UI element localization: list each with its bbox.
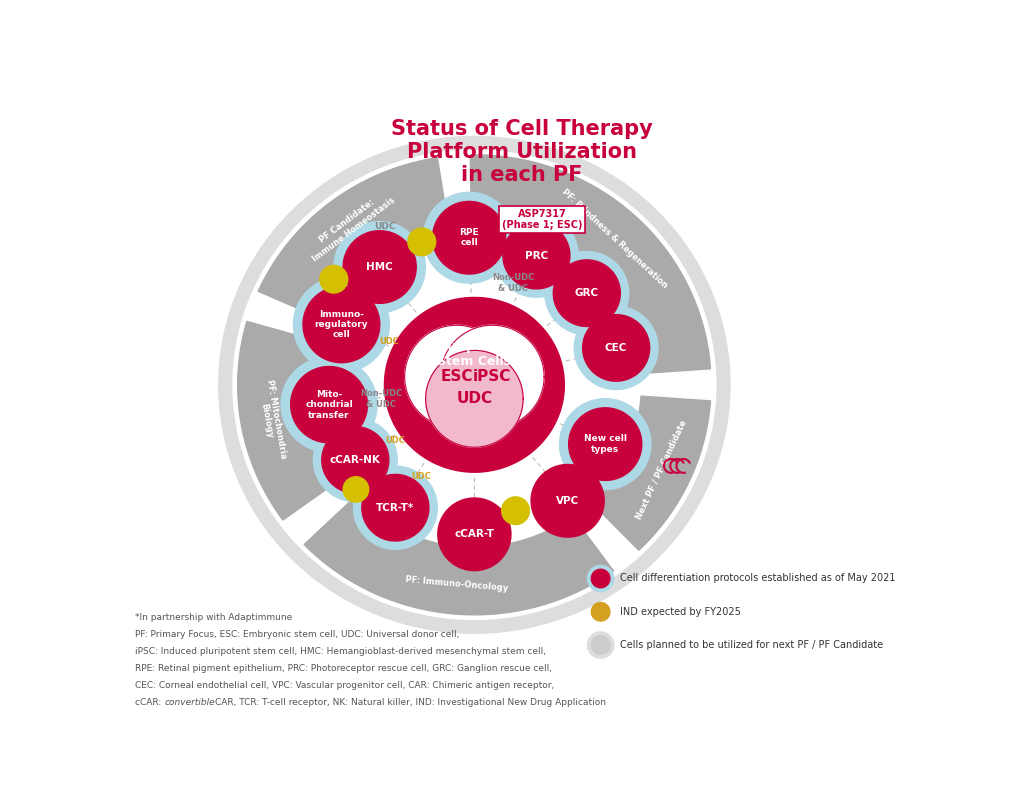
Text: RPE: Retinal pigment epithelium, PRC: Photoreceptor rescue cell, GRC: Ganglion r: RPE: Retinal pigment epithelium, PRC: Ph… bbox=[135, 664, 552, 673]
Text: TCR-T*: TCR-T* bbox=[377, 503, 414, 512]
Polygon shape bbox=[423, 193, 515, 283]
Text: Cells planned to be utilized for next PF / PF Candidate: Cells planned to be utilized for next PF… bbox=[620, 640, 884, 650]
Polygon shape bbox=[545, 252, 629, 335]
Polygon shape bbox=[554, 260, 620, 326]
Polygon shape bbox=[405, 325, 508, 428]
Text: Cell differentiation protocols established as of May 2021: Cell differentiation protocols establish… bbox=[620, 574, 896, 583]
Polygon shape bbox=[385, 297, 564, 472]
Text: HMC: HMC bbox=[366, 262, 393, 272]
Text: PF Candidate:
Immune Homeostasis: PF Candidate: Immune Homeostasis bbox=[304, 187, 397, 263]
Polygon shape bbox=[303, 286, 380, 362]
Text: Next PF / PF Candidate: Next PF / PF Candidate bbox=[634, 418, 688, 520]
Polygon shape bbox=[361, 475, 429, 541]
Text: PRC: PRC bbox=[525, 251, 548, 261]
Polygon shape bbox=[560, 399, 651, 490]
Text: iPSC: iPSC bbox=[473, 369, 511, 384]
Text: UDC: UDC bbox=[411, 472, 431, 481]
Polygon shape bbox=[233, 150, 716, 619]
Text: *In partnership with Adaptimmune: *In partnership with Adaptimmune bbox=[135, 613, 292, 623]
Text: Non-UDC
& UDC: Non-UDC & UDC bbox=[359, 389, 402, 409]
Text: cCAR:: cCAR: bbox=[135, 698, 164, 707]
Polygon shape bbox=[314, 418, 397, 501]
Polygon shape bbox=[582, 314, 649, 381]
Text: Non-UDC
& UDC: Non-UDC & UDC bbox=[492, 274, 534, 293]
Polygon shape bbox=[441, 325, 544, 428]
Polygon shape bbox=[587, 565, 614, 592]
Polygon shape bbox=[531, 465, 605, 537]
Text: UDC: UDC bbox=[375, 222, 396, 231]
Polygon shape bbox=[334, 222, 426, 312]
Text: cCAR-T: cCAR-T bbox=[454, 529, 495, 539]
Text: IND expected by FY2025: IND expected by FY2025 bbox=[620, 607, 741, 617]
Text: PF: Blindness & Regeneration: PF: Blindness & Regeneration bbox=[560, 187, 670, 290]
Polygon shape bbox=[502, 497, 529, 524]
Polygon shape bbox=[589, 396, 711, 550]
Text: GRC: GRC bbox=[575, 288, 599, 298]
Text: PF: Immuno-Oncology: PF: Immuno-Oncology bbox=[405, 575, 508, 593]
Polygon shape bbox=[591, 569, 610, 588]
Polygon shape bbox=[591, 636, 610, 654]
Text: PF: Mitochondria
Biology: PF: Mitochondria Biology bbox=[256, 378, 288, 461]
Text: ESC: ESC bbox=[440, 369, 472, 384]
Polygon shape bbox=[343, 231, 416, 303]
Polygon shape bbox=[281, 357, 377, 452]
Text: VPC: VPC bbox=[556, 496, 579, 506]
Text: CEC: CEC bbox=[605, 343, 627, 353]
Polygon shape bbox=[308, 224, 640, 545]
Polygon shape bbox=[569, 408, 641, 480]
Polygon shape bbox=[322, 427, 389, 494]
Polygon shape bbox=[587, 632, 614, 658]
Text: ASP7317
(Phase 1; ESC): ASP7317 (Phase 1; ESC) bbox=[502, 209, 582, 230]
Polygon shape bbox=[238, 321, 340, 520]
Text: Mito-
chondrial
transfer: Mito- chondrial transfer bbox=[305, 390, 353, 420]
Polygon shape bbox=[353, 466, 438, 549]
Text: UDC: UDC bbox=[386, 435, 405, 445]
Polygon shape bbox=[259, 158, 449, 319]
Polygon shape bbox=[503, 222, 570, 289]
Text: PF: Primary Focus, ESC: Embryonic stem cell, UDC: Universal donor cell,: PF: Primary Focus, ESC: Embryonic stem c… bbox=[135, 630, 459, 639]
Text: CAR, TCR: T-cell receptor, NK: Natural killer, IND: Investigational New Drug App: CAR, TCR: T-cell receptor, NK: Natural k… bbox=[215, 698, 606, 707]
Polygon shape bbox=[408, 228, 436, 255]
Text: RPE
cell: RPE cell bbox=[459, 228, 478, 248]
Polygon shape bbox=[304, 497, 614, 615]
Polygon shape bbox=[574, 307, 658, 390]
Text: cCAR-NK: cCAR-NK bbox=[330, 455, 381, 465]
Polygon shape bbox=[320, 266, 348, 293]
Text: New cell
types: New cell types bbox=[583, 435, 627, 454]
Polygon shape bbox=[470, 155, 711, 373]
Polygon shape bbox=[291, 366, 367, 443]
Polygon shape bbox=[293, 277, 389, 373]
Polygon shape bbox=[343, 477, 369, 502]
Text: Immuno-
regulatory
cell: Immuno- regulatory cell bbox=[315, 310, 369, 340]
Text: iPSC: Induced pluripotent stem cell, HMC: Hemangioblast-derived mesenchymal stem: iPSC: Induced pluripotent stem cell, HMC… bbox=[135, 647, 546, 656]
Polygon shape bbox=[433, 201, 506, 274]
Text: CEC: Corneal endothelial cell, VPC: Vascular progenitor cell, CAR: Chimeric anti: CEC: Corneal endothelial cell, VPC: Vasc… bbox=[135, 681, 555, 690]
Polygon shape bbox=[426, 351, 523, 447]
Polygon shape bbox=[438, 498, 511, 571]
Polygon shape bbox=[219, 137, 730, 634]
Text: UDC: UDC bbox=[379, 337, 399, 347]
Text: convertible: convertible bbox=[164, 698, 215, 707]
Text: Pluripotent
Stem Cells: Pluripotent Stem Cells bbox=[435, 340, 514, 368]
Text: UDC: UDC bbox=[456, 391, 493, 406]
Polygon shape bbox=[591, 603, 610, 621]
Text: Status of Cell Therapy
Platform Utilization
in each PF: Status of Cell Therapy Platform Utilizat… bbox=[391, 119, 653, 185]
Polygon shape bbox=[495, 214, 578, 297]
